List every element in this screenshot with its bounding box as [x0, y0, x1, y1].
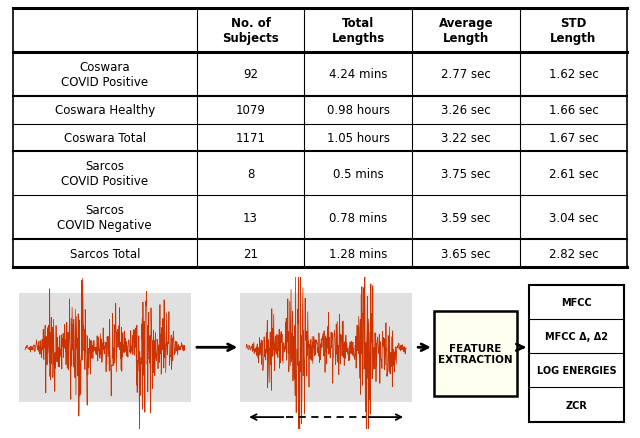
Text: 3.75 sec: 3.75 sec [441, 167, 490, 180]
Bar [529, 286, 624, 422]
Text: FEATURE
EXTRACTION: FEATURE EXTRACTION [438, 343, 513, 364]
Bar [240, 293, 412, 402]
Text: 3.04 sec: 3.04 sec [548, 212, 598, 224]
Text: STD
Length: STD Length [550, 17, 596, 45]
Text: Sarcos Total: Sarcos Total [70, 247, 140, 260]
Text: 3.59 sec: 3.59 sec [441, 212, 490, 224]
Text: 1.62 sec: 1.62 sec [548, 68, 598, 81]
Text: 13: 13 [243, 212, 258, 224]
Text: 92: 92 [243, 68, 258, 81]
Text: 2.82 sec: 2.82 sec [548, 247, 598, 260]
Text: Sarcos
COVID Positive: Sarcos COVID Positive [61, 160, 148, 188]
Text: 2.77 sec: 2.77 sec [441, 68, 491, 81]
Text: Coswara Healthy: Coswara Healthy [54, 104, 155, 117]
Text: 4.24 mins: 4.24 mins [329, 68, 387, 81]
Text: 0.98 hours: 0.98 hours [326, 104, 390, 117]
Text: ZCR: ZCR [566, 399, 588, 410]
Text: LOG ENERGIES: LOG ENERGIES [537, 366, 616, 375]
Text: 1.28 mins: 1.28 mins [329, 247, 387, 260]
Text: 1079: 1079 [236, 104, 266, 117]
Text: MFCC: MFCC [561, 297, 592, 307]
Text: 1.67 sec: 1.67 sec [548, 132, 598, 145]
Text: MFCC Δ, Δ2: MFCC Δ, Δ2 [545, 332, 608, 342]
Text: 3.26 sec: 3.26 sec [441, 104, 491, 117]
Text: 1.66 sec: 1.66 sec [548, 104, 598, 117]
Text: 0.5 mins: 0.5 mins [333, 167, 383, 180]
Text: 2.61 sec: 2.61 sec [548, 167, 598, 180]
Text: 1.05 hours: 1.05 hours [326, 132, 390, 145]
Text: 0.78 mins: 0.78 mins [329, 212, 387, 224]
Text: 1171: 1171 [236, 132, 266, 145]
Text: 8: 8 [247, 167, 254, 180]
Text: Coswara Total: Coswara Total [64, 132, 146, 145]
Text: Sarcos
COVID Negative: Sarcos COVID Negative [58, 204, 152, 232]
Text: Coswara
COVID Positive: Coswara COVID Positive [61, 61, 148, 88]
Text: Total
Lengths: Total Lengths [332, 17, 385, 45]
Bar [434, 311, 516, 396]
Text: 21: 21 [243, 247, 258, 260]
Text: No. of
Subjects: No. of Subjects [222, 17, 279, 45]
Text: 3.22 sec: 3.22 sec [441, 132, 491, 145]
Bar [19, 293, 191, 402]
Text: 3.65 sec: 3.65 sec [441, 247, 490, 260]
Text: Average
Length: Average Length [438, 17, 493, 45]
